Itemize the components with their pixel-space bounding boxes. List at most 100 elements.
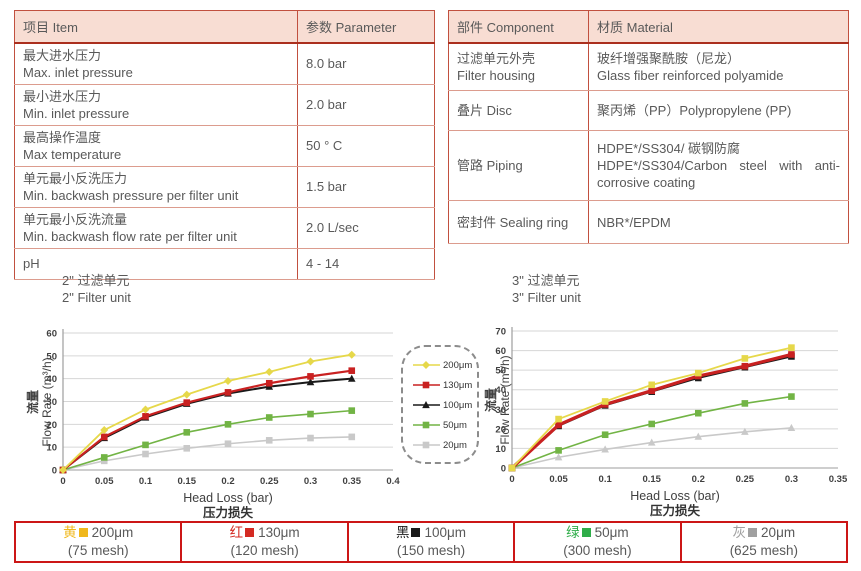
material-material-zh: NBR*/EPDM xyxy=(597,214,671,230)
svg-text:0.15: 0.15 xyxy=(178,476,197,487)
legend-item: 50μm xyxy=(412,415,477,435)
svg-text:0.15: 0.15 xyxy=(642,474,661,485)
legend-item: 200μm xyxy=(412,355,477,375)
material-component-zh: 过滤单元外壳 xyxy=(457,50,536,66)
spec-item-cell: pH xyxy=(14,247,298,280)
color-swatch-icon xyxy=(78,528,88,537)
svg-text:0.25: 0.25 xyxy=(260,476,279,487)
footer-mesh-label: (150 mesh) xyxy=(396,543,466,558)
svg-text:0.3: 0.3 xyxy=(785,474,798,485)
svg-text:60: 60 xyxy=(46,329,57,340)
material-table: 部件 Component 材质 Material 过滤单元外壳 Filter ho… xyxy=(448,10,849,244)
spec-item-cell: 单元最小反洗流量 Min. backwash flow rate per filt… xyxy=(14,206,298,249)
spec-value-cell: 1.5 bar xyxy=(297,165,435,208)
legend-item-label: 20μm xyxy=(443,439,467,451)
svg-text:0.25: 0.25 xyxy=(736,474,755,485)
svg-text:0.35: 0.35 xyxy=(343,476,362,487)
spec-table-row: 最小进水压力 Min. inlet pressure 2.0 bar xyxy=(14,83,435,126)
spec-header-parameter: 参数 Parameter xyxy=(297,10,435,44)
footer-legend-cell: 红 130μm (120 mesh) xyxy=(182,523,349,561)
svg-text:10: 10 xyxy=(46,443,57,454)
material-table-row: 叠片 Disc 聚丙烯（PP）Polypropylene (PP) xyxy=(448,90,849,131)
chart-2inch-title-en: 2" Filter unit xyxy=(62,290,131,305)
chart-3inch-title-en: 3" Filter unit xyxy=(512,290,581,305)
material-component-cell: 叠片 Disc xyxy=(448,90,589,131)
material-component-cell: 管路 Piping xyxy=(448,130,589,201)
material-material-zh: 聚丙烯（PP）Polypropylene (PP) xyxy=(597,103,792,118)
material-material-cell: 聚丙烯（PP）Polypropylene (PP) xyxy=(588,90,849,131)
spec-value-cell: 4 - 14 xyxy=(297,247,435,280)
spec-item-zh: 最高操作温度 xyxy=(23,129,102,145)
chart-legend: 200μm 130μm 100μm 50μm 20μm xyxy=(401,345,479,464)
material-material-cell: 玻纤增强聚酰胺（尼龙） Glass fiber reinforced polyam… xyxy=(588,42,849,91)
material-header-component: 部件 Component xyxy=(448,10,589,44)
spec-item-en: Max temperature xyxy=(23,146,122,162)
footer-mesh-label: (300 mesh) xyxy=(563,543,632,558)
material-material-zh: HDPE*/SS304/ 碳钢防腐 xyxy=(597,141,741,156)
material-component-zh: 密封件 Sealing ring xyxy=(457,214,569,230)
svg-text:0.35: 0.35 xyxy=(829,474,848,485)
svg-text:0: 0 xyxy=(60,476,65,487)
spec-item-en: Min. inlet pressure xyxy=(23,105,130,121)
legend-marker-icon xyxy=(413,421,440,429)
svg-text:0.1: 0.1 xyxy=(139,476,153,487)
material-material-en: HDPE*/SS304/Carbon steel with anti-corro… xyxy=(597,158,840,190)
svg-text:Head Loss (bar): Head Loss (bar) xyxy=(630,489,720,503)
chart-2inch-title-zh: 2" 过滤单元 xyxy=(62,273,130,288)
color-swatch-icon xyxy=(245,528,255,537)
footer-color-name: 灰 xyxy=(732,525,747,540)
material-material-en: Glass fiber reinforced polyamide xyxy=(597,67,784,83)
material-table-row: 密封件 Sealing ring NBR*/EPDM xyxy=(448,200,849,244)
footer-size-label: 130μm xyxy=(258,525,300,540)
footer-color-name: 黄 xyxy=(63,525,77,540)
color-swatch-icon xyxy=(748,528,758,537)
svg-text:压力损失: 压力损失 xyxy=(650,503,701,518)
chart-3inch: 3" 过滤单元 3" Filter unit 流量 Flow Rate (m³/… xyxy=(480,272,861,522)
footer-legend-cell: 灰 20μm (625 mesh) xyxy=(682,523,846,561)
svg-text:50: 50 xyxy=(46,351,57,362)
legend-item-label: 50μm xyxy=(443,419,467,431)
svg-text:0: 0 xyxy=(509,474,514,485)
spec-item-cell: 最高操作温度 Max temperature xyxy=(14,124,298,167)
spec-item-en: Max. inlet pressure xyxy=(23,64,133,80)
material-table-row: 管路 Piping HDPE*/SS304/ 碳钢防腐 HDPE*/SS304/Ca… xyxy=(448,130,849,201)
chart-3inch-title-zh: 3" 过滤单元 xyxy=(512,273,580,288)
footer-color-name: 黑 xyxy=(395,525,410,540)
footer-legend-line1: 绿 50μm xyxy=(566,524,629,542)
svg-text:0.4: 0.4 xyxy=(386,476,400,487)
spec-table-row: pH 4 - 14 xyxy=(14,247,435,280)
chart-3inch-plot: 0 10 20 30 40 50 60 70 0 0.05 0.1 0.15 0.2 0.25 0.3 0.3… xyxy=(495,327,848,519)
chart-2inch-title: 2" 过滤单元 2" Filter unit xyxy=(62,272,430,306)
chart-3inch-title: 3" 过滤单元 3" Filter unit xyxy=(512,272,861,306)
footer-legend: 黄 200μm (75 mesh) 红 130μm (120 mesh) 黑 100μm (15… xyxy=(14,521,848,563)
spec-item-zh: pH xyxy=(23,256,40,271)
footer-size-label: 100μm xyxy=(424,525,467,540)
spec-item-zh: 最大进水压力 xyxy=(23,47,102,63)
svg-text:60: 60 xyxy=(495,346,506,357)
footer-size-label: 50μm xyxy=(594,525,629,540)
footer-mesh-label: (120 mesh) xyxy=(230,543,299,558)
spec-table-row: 单元最小反洗压力 Min. backwash pressure per filte… xyxy=(14,165,435,208)
svg-text:70: 70 xyxy=(495,327,506,338)
svg-text:20: 20 xyxy=(46,420,57,431)
svg-text:0.3: 0.3 xyxy=(304,476,317,487)
footer-legend-line1: 红 130μm xyxy=(230,524,300,542)
footer-color-name: 红 xyxy=(229,525,244,540)
spec-value-cell: 50 ° C xyxy=(297,124,435,167)
legend-marker-icon xyxy=(413,401,440,409)
svg-text:Head Loss (bar): Head Loss (bar) xyxy=(183,491,273,505)
color-swatch-icon xyxy=(411,528,421,537)
footer-legend-line1: 黑 100μm xyxy=(396,524,466,542)
footer-legend-cell: 黄 200μm (75 mesh) xyxy=(16,523,183,561)
spec-item-cell: 最小进水压力 Min. inlet pressure xyxy=(14,83,298,126)
legend-marker-icon xyxy=(413,381,440,389)
material-table-header-row: 部件 Component 材质 Material xyxy=(448,10,849,44)
spec-item-zh: 单元最小反洗流量 xyxy=(23,211,128,227)
spec-value-cell: 2.0 bar xyxy=(297,83,435,126)
svg-text:0.05: 0.05 xyxy=(95,476,114,487)
spec-table-row: 单元最小反洗流量 Min. backwash flow rate per filt… xyxy=(14,206,435,249)
svg-text:40: 40 xyxy=(46,374,57,385)
footer-size-label: 20μm xyxy=(761,525,796,540)
color-swatch-icon xyxy=(581,528,591,537)
material-table-row: 过滤单元外壳 Filter housing 玻纤增强聚酰胺（尼龙） Glass fib… xyxy=(448,42,849,91)
